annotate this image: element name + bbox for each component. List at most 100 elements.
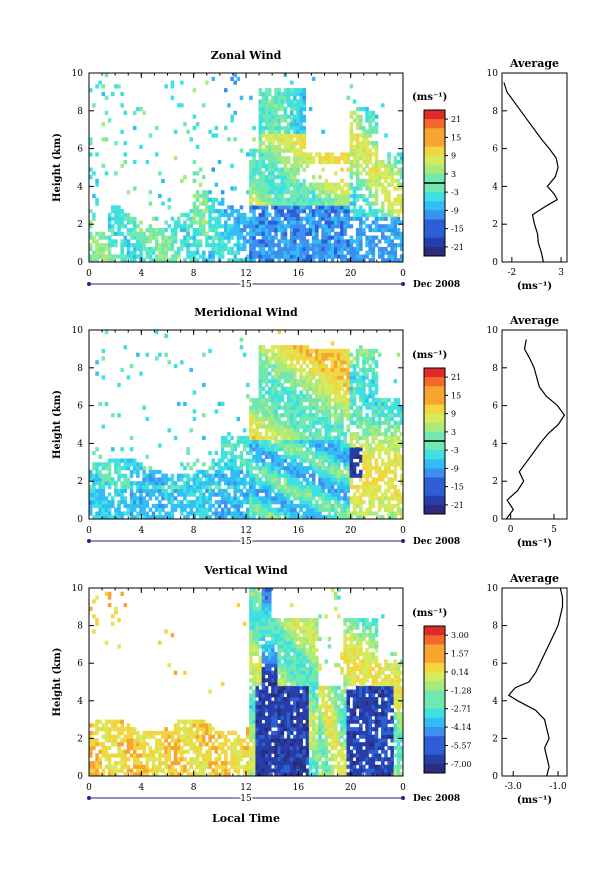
heatmap-cell xyxy=(384,492,388,497)
heatmap-cell xyxy=(264,122,269,127)
heatmap-cell xyxy=(249,496,253,501)
heatmap-cell xyxy=(258,450,263,456)
heatmap-cell xyxy=(267,492,272,497)
heatmap-cell xyxy=(296,401,300,406)
heatmap-cell xyxy=(158,250,162,255)
heatmap-cell xyxy=(192,235,197,240)
heatmap-cell xyxy=(384,481,388,486)
heatmap-cell xyxy=(390,424,394,429)
heatmap-cell xyxy=(132,742,137,747)
heatmap-cell xyxy=(381,500,385,505)
heatmap-cell xyxy=(202,227,206,233)
heatmap-cell xyxy=(324,159,329,165)
heatmap-cell xyxy=(255,507,259,512)
heatmap-cell xyxy=(161,477,165,482)
heatmap-cell xyxy=(154,239,159,244)
heatmap-cell xyxy=(371,193,376,199)
heatmap-cell xyxy=(107,719,112,724)
heatmap-cell xyxy=(117,618,121,623)
heatmap-cell xyxy=(371,212,376,218)
heatmap-cell xyxy=(299,352,303,357)
heatmap-cell xyxy=(252,159,256,165)
heatmap-cell xyxy=(359,152,363,157)
heatmap-cell xyxy=(352,454,357,459)
heatmap-cell xyxy=(274,201,278,206)
heatmap-cell xyxy=(390,413,394,418)
heatmap-cell xyxy=(321,481,325,486)
heatmap-cell xyxy=(139,753,143,758)
heatmap-cell xyxy=(289,492,294,497)
heatmap-cell xyxy=(208,190,212,195)
heatmap-cell xyxy=(267,182,272,187)
heatmap-cell xyxy=(114,738,118,743)
heatmap-cell xyxy=(352,484,357,490)
heatmap-cell xyxy=(277,420,281,425)
heatmap-cell xyxy=(192,477,197,482)
heatmap-cell xyxy=(236,443,241,448)
heatmap-cell xyxy=(283,201,288,206)
heatmap-cell xyxy=(305,484,310,490)
heatmap-cell xyxy=(267,481,272,486)
heatmap-cell xyxy=(390,503,394,509)
heatmap-cell xyxy=(101,246,106,252)
heatmap-cell xyxy=(308,352,313,357)
heatmap-cell xyxy=(98,235,102,240)
heatmap-cell xyxy=(396,235,401,240)
heatmap-cell xyxy=(352,193,357,199)
heatmap-cell xyxy=(384,466,388,471)
heatmap-cell xyxy=(98,80,102,85)
heatmap-cell xyxy=(299,435,303,441)
heatmap-cell xyxy=(277,156,281,161)
heatmap-cell xyxy=(296,148,300,153)
heatmap-cell xyxy=(384,227,388,233)
heatmap-cell xyxy=(321,129,325,134)
heatmap-cell xyxy=(280,148,285,153)
heatmap-cell xyxy=(365,171,369,176)
heatmap-cell xyxy=(368,432,372,437)
heatmap-cell xyxy=(362,420,366,425)
heatmap-cell xyxy=(377,477,382,482)
heatmap-cell xyxy=(101,473,106,478)
heatmap-cell xyxy=(387,496,391,501)
heatmap-cell xyxy=(374,216,379,221)
heatmap-cell xyxy=(337,243,341,248)
heatmap-cell xyxy=(337,424,341,429)
heatmap-cell xyxy=(377,224,382,229)
heatmap-cell xyxy=(324,413,329,418)
heatmap-cell xyxy=(308,394,313,399)
heatmap-cell xyxy=(299,432,303,437)
heatmap-cell xyxy=(139,231,143,236)
heatmap-cell xyxy=(264,367,269,372)
heatmap-cell xyxy=(308,227,313,233)
heatmap-cell xyxy=(327,454,332,459)
heatmap-cell xyxy=(271,454,275,459)
heatmap-cell xyxy=(349,420,354,425)
heatmap-cell xyxy=(249,159,253,165)
heatmap-cell xyxy=(217,511,222,516)
heatmap-cell xyxy=(315,515,319,520)
heatmap-cell xyxy=(189,507,194,512)
heatmap-cell xyxy=(318,250,322,255)
heatmap-cell xyxy=(352,447,357,452)
heatmap-cell xyxy=(110,258,115,263)
heatmap-cell xyxy=(246,220,250,225)
heatmap-cell xyxy=(258,122,263,127)
heatmap-cell xyxy=(211,511,215,516)
heatmap-cell xyxy=(271,462,275,467)
heatmap-cell xyxy=(120,488,124,493)
heatmap-cell xyxy=(220,209,225,214)
heatmap-cell xyxy=(220,224,225,229)
heatmap-cell xyxy=(283,458,288,463)
heatmap-cell xyxy=(327,220,332,225)
colorbar-segment xyxy=(424,219,445,230)
heatmap-cell xyxy=(227,250,231,255)
heatmap-cell xyxy=(117,745,121,751)
heatmap-cell xyxy=(208,243,212,248)
heatmap-cell xyxy=(368,488,372,493)
heatmap-cell xyxy=(349,364,354,369)
heatmap-cell xyxy=(305,466,310,471)
heatmap-cell xyxy=(333,379,338,384)
heatmap-cell xyxy=(224,231,228,236)
heatmap-cell xyxy=(120,216,124,221)
heatmap-cell xyxy=(330,341,335,346)
